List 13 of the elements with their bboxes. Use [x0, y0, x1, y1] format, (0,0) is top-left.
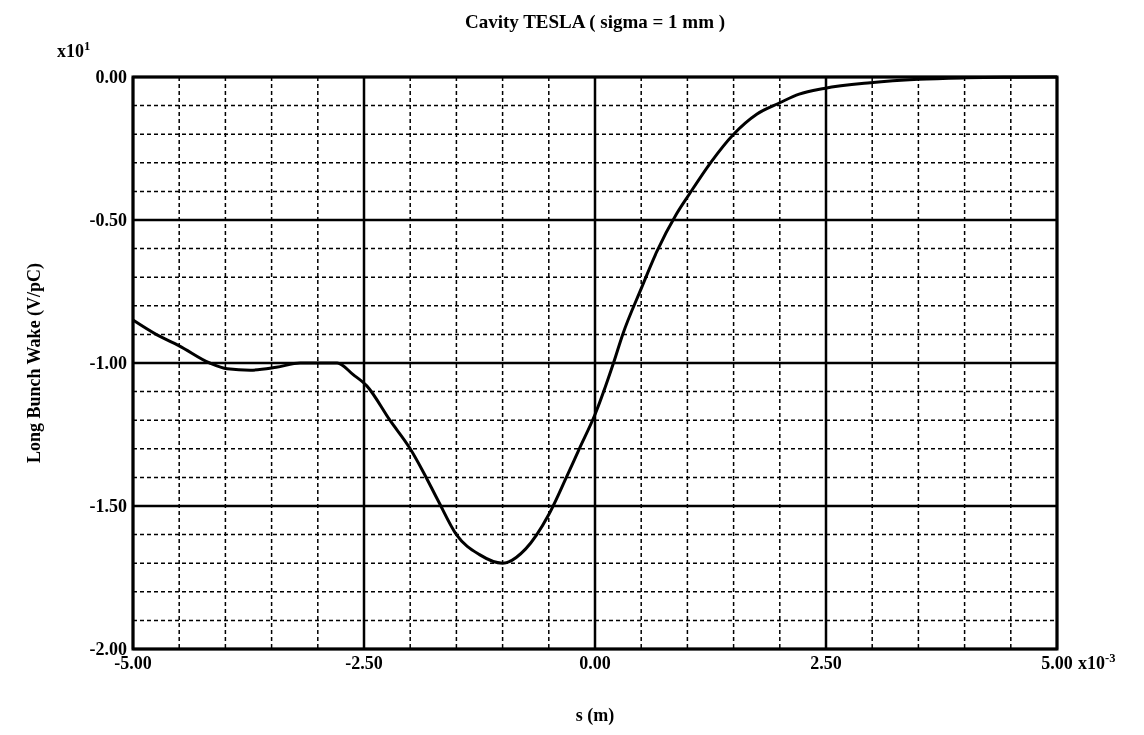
y-tick-label: -1.00: [89, 353, 127, 373]
y-tick-label: -0.50: [89, 210, 127, 230]
text: x10$^{-3}$: [1078, 651, 1116, 673]
x-tick-label: -2.50: [345, 653, 383, 673]
y-axis-title: Long Bunch Wake (V/pC): [24, 262, 45, 464]
chart-title: Cavity TESLA ( sigma = 1 mm ): [464, 11, 726, 33]
x-tick-label: 5.00: [1041, 653, 1073, 673]
text: x10$^{1}$: [57, 39, 91, 61]
x-axis-title: s (m): [575, 705, 615, 726]
x-tick-label: 2.50: [810, 653, 842, 673]
y-tick-label: 0.00: [95, 67, 127, 87]
y-tick-label: -1.50: [89, 496, 127, 516]
x-tick-label: 0.00: [579, 653, 611, 673]
